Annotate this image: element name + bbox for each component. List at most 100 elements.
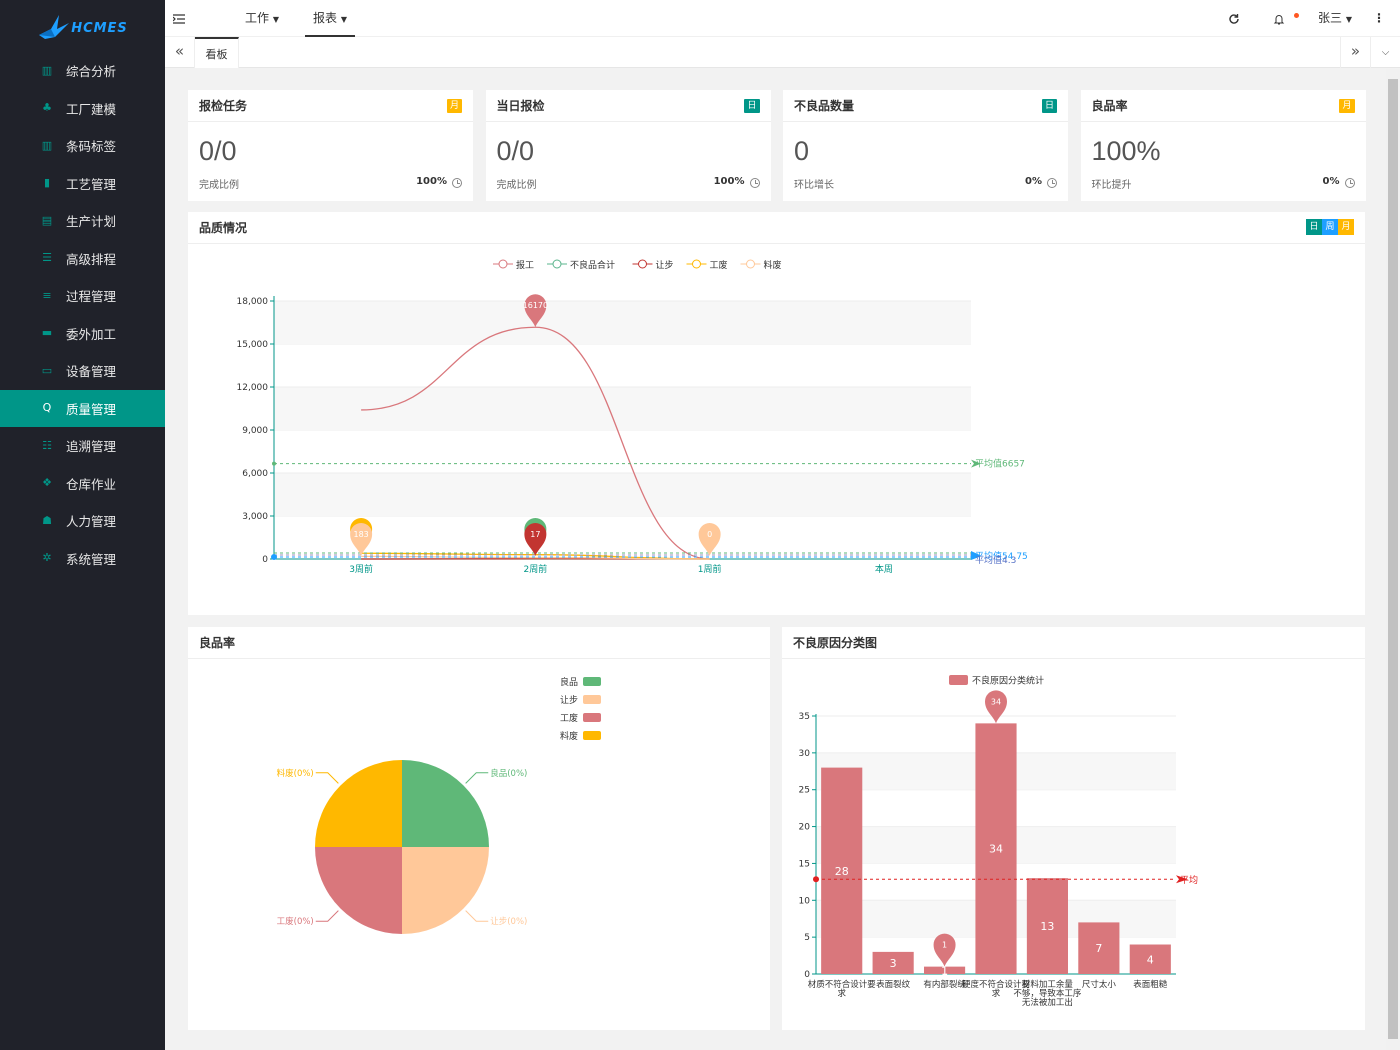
pie-label-line	[315, 772, 339, 784]
stat-percent: 100%	[416, 176, 447, 187]
barcode-icon: ▥	[41, 138, 53, 152]
sidebar-item-6[interactable]: ≡ 过程管理	[0, 277, 165, 315]
bar	[1129, 944, 1171, 974]
bar	[924, 966, 966, 974]
tab-dashboard[interactable]: 看板	[195, 37, 239, 68]
sidebar: HCMES ▥ 综合分析 ♣ 工厂建模 ▥ 条码标签 ▮ 工艺管理 ▤ 生产计划 ☰ 高级排程 ≡ 过程管…	[0, 0, 165, 1050]
refresh-icon	[1229, 13, 1239, 24]
user-menu[interactable]: 张三 ▼	[1318, 0, 1352, 37]
legend-label: 料废	[764, 259, 782, 271]
grid-band	[274, 387, 971, 430]
stat-card: 良品率 月 100% 环比提升 0%	[1080, 90, 1366, 201]
legend-label: 报工	[516, 259, 534, 271]
sidebar-item-1[interactable]: ♣ 工厂建模	[0, 90, 165, 128]
chevron-down-icon: ▼	[1345, 15, 1352, 24]
sidebar-item-label: 委外加工	[66, 326, 117, 342]
average-label: 平均值6657	[975, 458, 1025, 470]
scrollbar[interactable]	[1386, 69, 1400, 1050]
min-pin-marker: 1	[933, 933, 956, 967]
stat-value: 0	[794, 136, 810, 166]
sidebar-item-5[interactable]: ☰ 高级排程	[0, 240, 165, 278]
period-badge: 日	[1041, 99, 1057, 113]
period-badge: 月	[1339, 99, 1355, 113]
x-tick-label: 材质不符合设计要求	[808, 979, 877, 999]
tabs-dropdown-icon[interactable]: ⌵	[1370, 37, 1400, 68]
sidebar-item-2[interactable]: ▥ 条码标签	[0, 127, 165, 165]
x-tick-label: 本周	[875, 563, 893, 575]
pin-label: 17	[530, 530, 540, 539]
small-average-label: 平均值4.3	[975, 554, 1016, 566]
bar-value-label: 28	[835, 865, 849, 878]
logo[interactable]: HCMES	[0, 0, 165, 52]
stat-percent: 0%	[1322, 176, 1340, 187]
sidebar-item-label: 质量管理	[66, 401, 117, 417]
sidebar-item-3[interactable]: ▮ 工艺管理	[0, 165, 165, 203]
sidebar-item-11[interactable]: ❖ 仓库作业	[0, 465, 165, 503]
y-tick-label: 6,000	[242, 469, 268, 479]
x-tick-label: 2周前	[524, 563, 548, 575]
average-label: 平均	[1180, 874, 1198, 886]
sidebar-item-label: 生产计划	[66, 214, 117, 230]
scrollbar-thumb[interactable]	[1388, 79, 1398, 1039]
y-tick-label: 3,000	[242, 512, 268, 522]
stat-sub-label: 环比提升	[1091, 180, 1132, 191]
stat-value: 0/0	[199, 136, 237, 166]
month-button[interactable]: 月	[1338, 219, 1354, 235]
tabs-next-icon[interactable]: »	[1340, 37, 1370, 68]
tabs-bar: « 看板 » ⌵	[165, 37, 1400, 68]
document-icon: ▤	[41, 213, 53, 227]
small-average-label: 平均值54.75	[975, 550, 1028, 562]
legend-swatch	[949, 675, 968, 685]
legend-item: 料废	[740, 259, 782, 271]
refresh-button[interactable]	[1228, 0, 1240, 37]
sidebar-item-4[interactable]: ▤ 生产计划	[0, 202, 165, 240]
legend-marker	[692, 259, 701, 269]
sidebar-item-13[interactable]: ✲ 系统管理	[0, 540, 165, 578]
stat-title: 当日报检	[496, 99, 545, 113]
small-average-arrow	[971, 551, 982, 560]
pin-marker: 17	[524, 523, 547, 556]
y-tick-label: 12,000	[237, 383, 269, 393]
bar-chart-icon: ▥	[41, 63, 53, 77]
pin-label: 183	[353, 530, 368, 539]
cubes-icon: ❖	[42, 476, 52, 490]
legend-item: 报工	[493, 259, 534, 271]
main-content: 报检任务月 0/0 完成比例 100% 当日报检日 0/0 完成比例 100% 不良品数量日 0 环…	[165, 69, 1386, 1050]
quality-card: 品质情况 日 周 月 报工 不良品合计 让步 工废 料废 0 3,000 6,000 9,000…	[188, 212, 1365, 615]
legend-item: 让步	[632, 259, 674, 271]
day-button[interactable]: 日	[1306, 219, 1322, 235]
x-tick-label: 材料加工余量不够，导致本工序无法被加工出	[1013, 979, 1082, 1008]
sidebar-item-8[interactable]: ▭ 设备管理	[0, 352, 165, 390]
tabs-prev-icon[interactable]: «	[165, 37, 195, 68]
yield-title: 良品率	[199, 636, 236, 650]
legend-label: 工废	[560, 712, 578, 724]
stat-title: 报检任务	[199, 99, 248, 113]
calendar-list-icon: ☰	[42, 251, 52, 265]
quality-title: 品质情况	[199, 221, 248, 235]
sidebar-item-10[interactable]: ☷ 追溯管理	[0, 427, 165, 465]
sidebar-item-12[interactable]: ☗ 人力管理	[0, 502, 165, 540]
small-average-start	[271, 554, 277, 560]
work-menu[interactable]: 工作 ▼	[245, 0, 279, 37]
clock-icon	[749, 178, 760, 188]
sidebar-item-7[interactable]: ▬ 委外加工	[0, 315, 165, 353]
week-button[interactable]: 周	[1322, 219, 1338, 235]
yield-card: 良品率 良品 让步 工废 料废 良品(0%) 让步(0%) 工废(0%) 料废(0%)	[188, 627, 770, 1030]
stat-sub-label: 完成比例	[199, 180, 239, 191]
pie-slice	[402, 760, 489, 847]
report-menu[interactable]: 报表 ▼	[305, 0, 355, 37]
pin-shape	[933, 933, 956, 967]
menu-toggle-icon[interactable]	[172, 0, 185, 37]
pie-label-line	[465, 772, 489, 784]
legend-swatch	[583, 731, 601, 740]
average-line-start	[272, 461, 276, 466]
truck-icon: ▬	[41, 326, 53, 340]
chevron-down-icon: ▼	[272, 15, 279, 24]
sidebar-item-9[interactable]: Q 质量管理	[0, 389, 165, 427]
notification-button[interactable]	[1273, 0, 1299, 37]
pin-label: 1	[942, 941, 947, 950]
more-vertical-icon[interactable]: ⋮	[1373, 11, 1385, 25]
sidebar-item-label: 高级排程	[66, 251, 117, 267]
sidebar-item-0[interactable]: ▥ 综合分析	[0, 52, 165, 90]
legend-label: 不良原因分类统计	[972, 675, 1044, 687]
